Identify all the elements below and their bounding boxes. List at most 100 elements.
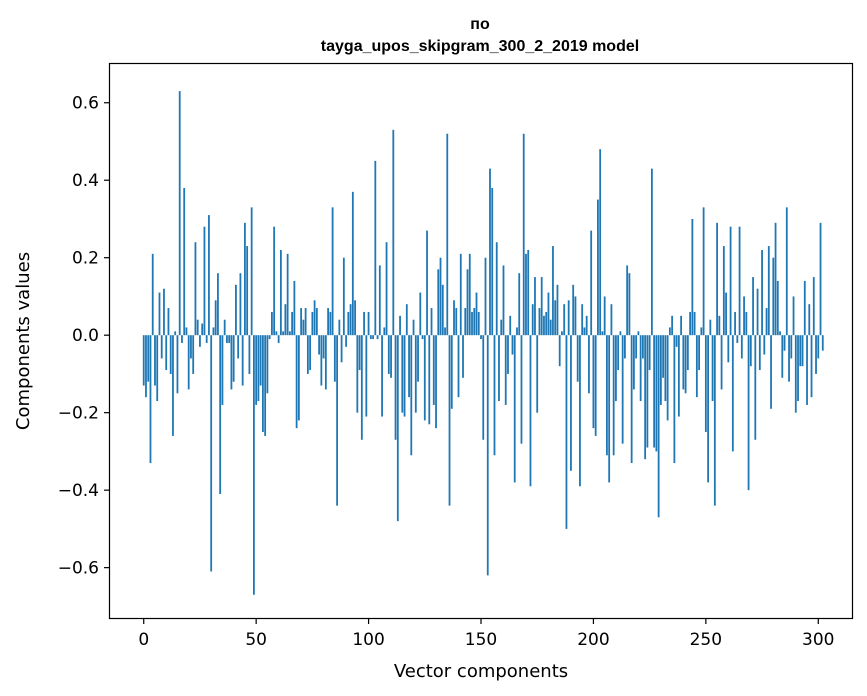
bar-203 — [599, 149, 602, 336]
bar-197 — [585, 315, 588, 336]
bar-298 — [812, 277, 815, 336]
bar-171 — [527, 249, 530, 336]
bar-49 — [253, 335, 255, 595]
bar-26 — [201, 323, 204, 336]
bar-5 — [154, 335, 156, 386]
bar-126 — [426, 230, 428, 336]
bar-24 — [196, 319, 199, 336]
x-axis-label: Vector components — [394, 661, 568, 682]
bar-258 — [722, 246, 725, 336]
bar-151 — [482, 335, 485, 440]
bar-29 — [208, 215, 210, 336]
bar-145 — [468, 253, 471, 336]
bar-37 — [226, 335, 228, 343]
bar-198 — [588, 335, 590, 394]
bar-259 — [725, 292, 727, 336]
bar-63 — [284, 304, 287, 336]
bar-291 — [797, 335, 799, 402]
bar-12 — [169, 335, 172, 374]
bar-244 — [691, 218, 694, 336]
bar-44 — [241, 335, 244, 386]
bar-94 — [354, 300, 356, 336]
bar-120 — [412, 319, 415, 336]
bar-117 — [405, 304, 408, 336]
bar-70 — [300, 308, 303, 336]
bar-166 — [516, 327, 518, 336]
bar-286 — [785, 207, 788, 336]
bar-38 — [228, 335, 231, 343]
bar-100 — [367, 311, 370, 336]
bar-282 — [776, 280, 779, 336]
bar-14 — [174, 331, 177, 336]
bar-50 — [255, 335, 258, 405]
bar-130 — [435, 335, 437, 429]
bar-9 — [163, 288, 165, 336]
bar-190 — [570, 335, 572, 471]
bar-72 — [304, 308, 307, 336]
bar-2 — [147, 335, 150, 382]
bar-40 — [232, 335, 235, 382]
bar-231 — [662, 335, 665, 378]
bar-135 — [446, 133, 449, 336]
bar-245 — [693, 311, 696, 336]
bar-136 — [448, 335, 451, 506]
bar-194 — [579, 335, 581, 487]
bar-210 — [615, 335, 617, 402]
bar-93 — [351, 191, 354, 336]
bar-180 — [547, 292, 550, 336]
bar-181 — [549, 319, 552, 336]
bar-137 — [450, 335, 453, 409]
bar-51 — [257, 335, 260, 402]
bar-80 — [322, 335, 325, 359]
y-axis-label: Components values — [13, 252, 34, 430]
bar-1 — [145, 335, 147, 398]
bar-237 — [675, 335, 678, 347]
x-tick-label: 100 — [352, 630, 384, 650]
bar-211 — [617, 335, 620, 371]
bar-264 — [736, 335, 739, 343]
bar-288 — [790, 335, 793, 359]
y-tick-label: −0.6 — [58, 559, 99, 579]
bar-34 — [219, 335, 222, 495]
bar-47 — [248, 335, 251, 374]
bar-116 — [403, 335, 406, 417]
bar-153 — [486, 335, 489, 576]
x-tick-label: 300 — [802, 630, 834, 650]
bar-215 — [626, 265, 629, 336]
chart-title-line-1: по — [470, 16, 490, 33]
bar-102 — [372, 335, 374, 340]
bar-235 — [671, 315, 674, 336]
bar-186 — [561, 331, 563, 336]
bar-67 — [293, 280, 296, 336]
bar-41 — [235, 284, 237, 336]
bar-196 — [583, 327, 586, 336]
bar-36 — [223, 319, 226, 336]
bar-275 — [761, 249, 763, 336]
bar-219 — [635, 335, 638, 359]
bar-109 — [387, 335, 390, 374]
bar-224 — [646, 335, 649, 448]
bar-218 — [632, 335, 635, 390]
bar-172 — [529, 335, 532, 487]
bar-19 — [185, 327, 188, 336]
bar-173 — [531, 304, 534, 336]
bar-278 — [767, 246, 770, 336]
bar-62 — [282, 331, 285, 336]
bar-238 — [677, 335, 680, 417]
bar-84 — [331, 207, 334, 336]
bar-107 — [383, 327, 386, 336]
bar-295 — [806, 335, 808, 405]
bar-92 — [349, 304, 352, 336]
bar-86 — [336, 335, 338, 506]
bar-125 — [423, 335, 426, 421]
bar-57 — [270, 311, 273, 336]
bar-276 — [763, 335, 766, 355]
bar-165 — [513, 335, 516, 483]
bar-106 — [381, 335, 383, 417]
bar-52 — [259, 335, 262, 386]
bar-99 — [365, 335, 368, 417]
bar-104 — [376, 335, 379, 340]
bar-277 — [765, 308, 768, 336]
y-tick-label: −0.2 — [58, 404, 99, 424]
bar-290 — [794, 335, 797, 413]
